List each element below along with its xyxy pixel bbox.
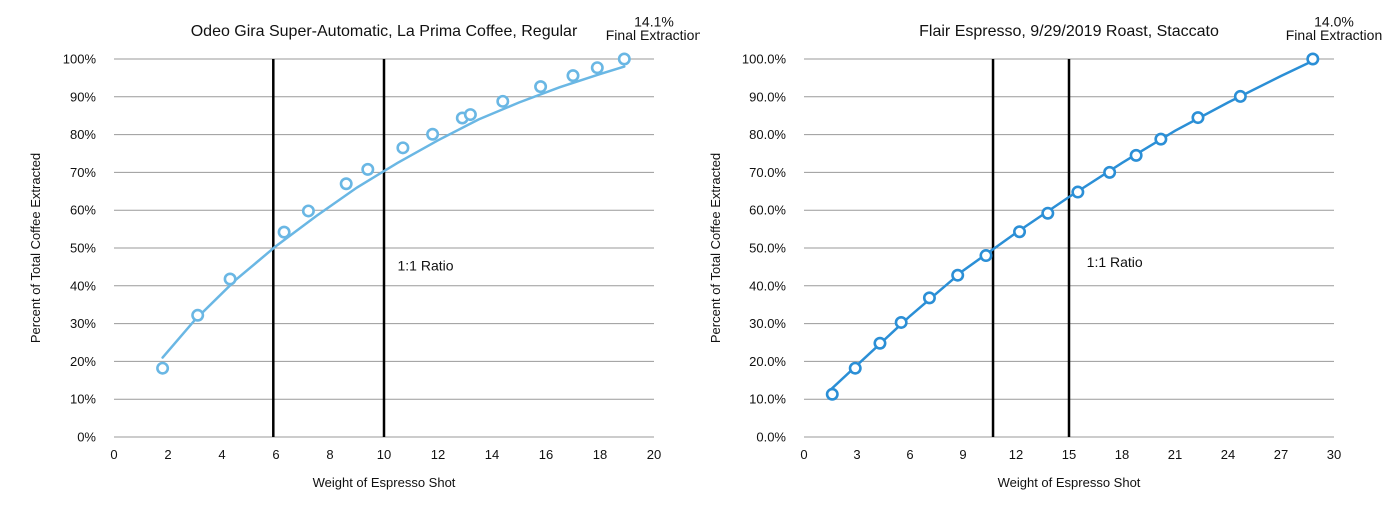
y-tick-label: 100.0%: [742, 52, 787, 67]
x-tick-label: 9: [959, 447, 966, 462]
y-tick-label: 90%: [70, 89, 96, 104]
data-point: [1103, 165, 1117, 179]
y-tick-label: 0.0%: [756, 430, 786, 445]
x-tick-label: 2: [164, 447, 171, 462]
y-tick-label: 30.0%: [749, 316, 786, 331]
x-tick-label: 18: [593, 447, 607, 462]
chart-title: Flair Espresso, 9/29/2019 Roast, Staccat…: [919, 23, 1219, 40]
data-point: [1233, 89, 1247, 103]
final-extraction-label: Final Extraction: [606, 27, 700, 43]
chart-title: Odeo Gira Super-Automatic, La Prima Coff…: [191, 23, 578, 40]
data-point: [873, 336, 887, 350]
x-tick-label: 18: [1115, 447, 1129, 462]
chart-right-svg: 0.0% 10.0% 20.0% 30.0% 40.0% 50.0% 60.0% 70.0% 8…: [708, 13, 1382, 490]
y-tick-label: 10.0%: [749, 392, 786, 407]
trendline: [161, 65, 626, 359]
x-tick-label: 30: [1327, 447, 1341, 462]
ratio-annotation: 1:1 Ratio: [1087, 254, 1143, 270]
y-tick-label: 60.0%: [749, 203, 786, 218]
x-tick-label: 6: [272, 447, 279, 462]
data-point: [617, 52, 631, 66]
data-point: [1013, 225, 1027, 239]
data-point: [922, 291, 936, 305]
y-tick-label: 40%: [70, 278, 96, 293]
y-axis-label: Percent of Total Coffee Extracted: [28, 153, 43, 343]
data-point: [301, 204, 315, 218]
data-point: [396, 141, 410, 155]
y-tick-label: 20.0%: [749, 354, 786, 369]
chart-panel-left: 0% 10% 20% 30% 40% 50% 60% 70% 80% 90% 100% 0 2 4 6 8 10…: [28, 13, 700, 490]
y-axis-label: Percent of Total Coffee Extracted: [708, 153, 723, 343]
x-tick-label: 0: [110, 447, 117, 462]
ratio-annotation: 1:1 Ratio: [398, 258, 454, 274]
x-tick-label: 6: [906, 447, 913, 462]
x-tick-label: 24: [1221, 447, 1235, 462]
y-tick-label: 50.0%: [749, 241, 786, 256]
x-axis-label: Weight of Espresso Shot: [998, 475, 1141, 490]
data-point: [1129, 148, 1143, 162]
x-tick-label: 0: [800, 447, 807, 462]
x-tick-label: 16: [539, 447, 553, 462]
data-point: [339, 177, 353, 191]
data-point: [223, 272, 237, 286]
data-point: [191, 308, 205, 322]
y-tick-label: 70%: [70, 165, 96, 180]
x-tick-label: 4: [218, 447, 225, 462]
data-point: [496, 94, 510, 108]
data-point: [848, 361, 862, 375]
y-tick-label: 100%: [63, 52, 97, 67]
y-tick-label: 40.0%: [749, 278, 786, 293]
x-tick-label: 27: [1274, 447, 1288, 462]
y-tick-label: 90.0%: [749, 89, 786, 104]
trendline: [829, 59, 1315, 392]
data-point: [590, 61, 604, 75]
final-extraction-value: 14.0%: [1314, 13, 1354, 29]
y-tick-label: 20%: [70, 354, 96, 369]
final-extraction-value: 14.1%: [634, 13, 674, 29]
final-extraction-label: Final Extraction: [1286, 27, 1382, 43]
data-point: [979, 249, 993, 263]
y-tick-label: 60%: [70, 203, 96, 218]
data-point: [1071, 185, 1085, 199]
y-tick-label: 0%: [77, 430, 96, 445]
data-point: [951, 268, 965, 282]
chart-left-svg: 0% 10% 20% 30% 40% 50% 60% 70% 80% 90% 100% 0 2 4 6 8 10…: [28, 13, 700, 490]
x-tick-label: 3: [853, 447, 860, 462]
data-point: [1191, 111, 1205, 125]
y-tick-label: 80.0%: [749, 127, 786, 142]
data-point: [894, 315, 908, 329]
data-point: [426, 127, 440, 141]
x-axis-label: Weight of Espresso Shot: [313, 475, 456, 490]
x-tick-label: 14: [485, 447, 499, 462]
x-tick-label: 8: [326, 447, 333, 462]
data-point: [463, 108, 477, 122]
data-point: [156, 361, 170, 375]
x-tick-label: 10: [377, 447, 391, 462]
y-tick-label: 50%: [70, 241, 96, 256]
y-tick-label: 30%: [70, 316, 96, 331]
x-tick-label: 12: [1009, 447, 1023, 462]
x-tick-label: 21: [1168, 447, 1182, 462]
data-point: [277, 225, 291, 239]
data-point: [361, 162, 375, 176]
data-point: [534, 80, 548, 94]
data-point: [1154, 132, 1168, 146]
x-tick-label: 20: [647, 447, 661, 462]
chart-panel-right: 0.0% 10.0% 20.0% 30.0% 40.0% 50.0% 60.0% 70.0% 8…: [700, 0, 1400, 508]
data-point: [566, 69, 580, 83]
y-tick-label: 70.0%: [749, 165, 786, 180]
data-point: [1306, 52, 1320, 66]
x-tick-label: 15: [1062, 447, 1076, 462]
data-point: [1041, 206, 1055, 220]
y-tick-label: 10%: [70, 392, 96, 407]
x-tick-label: 12: [431, 447, 445, 462]
y-tick-label: 80%: [70, 127, 96, 142]
data-point: [825, 387, 839, 401]
